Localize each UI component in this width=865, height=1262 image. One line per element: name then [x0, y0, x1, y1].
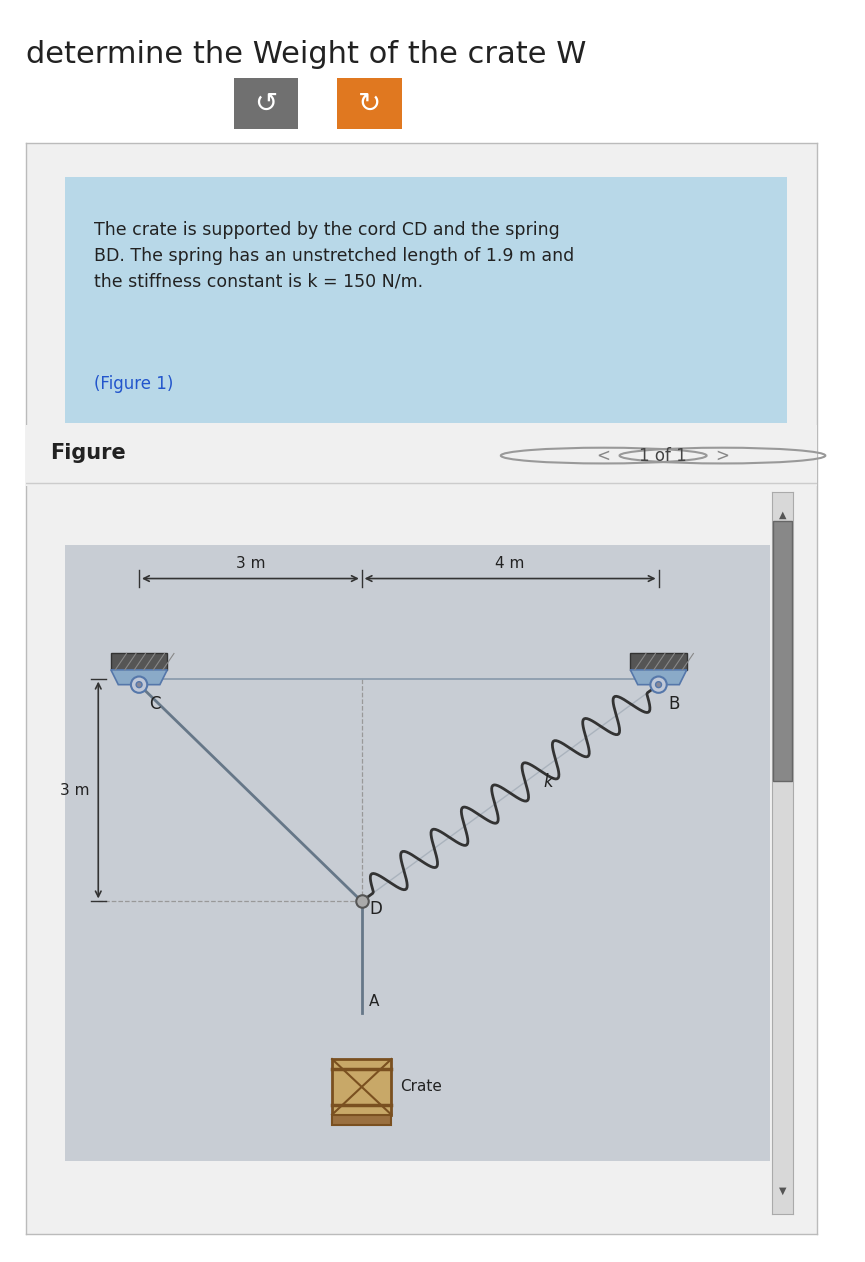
Text: ↻: ↻ [358, 90, 381, 117]
Circle shape [656, 681, 662, 688]
Polygon shape [111, 670, 167, 685]
Text: B: B [668, 695, 680, 713]
Bar [332, 1114, 391, 1126]
Text: Figure: Figure [49, 443, 125, 463]
Text: The crate is supported by the cord CD and the spring
BD. The spring has an unstr: The crate is supported by the cord CD an… [93, 221, 574, 290]
Text: k: k [543, 772, 553, 791]
Text: ▲: ▲ [778, 510, 786, 520]
Text: (Figure 1): (Figure 1) [93, 375, 173, 394]
Text: <: < [597, 447, 611, 464]
Text: 1 of 1: 1 of 1 [639, 447, 687, 464]
Text: 4 m: 4 m [496, 557, 525, 572]
Circle shape [136, 681, 142, 688]
Text: A: A [369, 994, 380, 1008]
Text: ▼: ▼ [778, 1186, 786, 1196]
Bar [772, 521, 792, 781]
Text: >: > [715, 447, 729, 464]
Bar [111, 654, 167, 670]
Bar [631, 654, 687, 670]
Circle shape [131, 676, 147, 693]
Circle shape [650, 676, 667, 693]
Polygon shape [631, 670, 687, 685]
Text: 3 m: 3 m [60, 782, 89, 798]
Text: determine the Weight of the crate W: determine the Weight of the crate W [26, 40, 586, 69]
Text: D: D [369, 900, 382, 917]
Text: ↺: ↺ [254, 90, 278, 117]
Text: C: C [149, 695, 160, 713]
Text: Crate: Crate [400, 1079, 442, 1094]
Bar [332, 1059, 391, 1114]
Text: 3 m: 3 m [235, 557, 266, 572]
